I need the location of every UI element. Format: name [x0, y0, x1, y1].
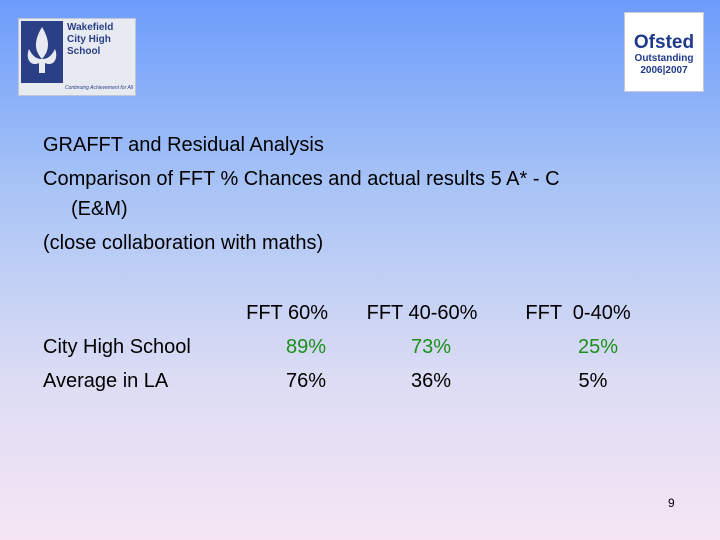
- body-line: (E&M): [71, 198, 128, 220]
- body-line: Comparison of FFT % Chances and actual r…: [43, 168, 560, 190]
- cell: 25%: [577, 336, 619, 358]
- body-line: GRAFFT and Residual Analysis: [43, 134, 324, 156]
- ofsted-grade: Outstanding: [634, 53, 694, 64]
- ofsted-logo: Ofsted Outstanding 2006|2007: [624, 12, 704, 92]
- column-header: FFT 0-40%: [525, 302, 631, 324]
- ofsted-name: Ofsted: [633, 32, 695, 53]
- school-tagline: Continuing Achievement for All: [65, 85, 133, 91]
- page-number: 9: [668, 496, 675, 510]
- cell: 76%: [285, 370, 326, 392]
- body-line: (close collaboration with maths): [43, 232, 324, 254]
- column-header: FFT 60%: [246, 302, 328, 324]
- cell: 36%: [410, 370, 452, 392]
- school-logo-graphic: [21, 21, 63, 83]
- cell: 89%: [285, 336, 326, 358]
- school-name: Wakefield City High School: [67, 22, 114, 57]
- fleur-de-lis: [27, 27, 57, 73]
- column-header: FFT 40-60%: [366, 302, 478, 324]
- ofsted-years: 2006|2007: [640, 65, 688, 76]
- school-logo: Wakefield City High School Continuing Ac…: [18, 18, 136, 96]
- row-label: City High School: [43, 336, 191, 358]
- cell: 73%: [410, 336, 452, 358]
- row-label: Average in LA: [43, 370, 169, 392]
- cell: 5%: [578, 370, 608, 392]
